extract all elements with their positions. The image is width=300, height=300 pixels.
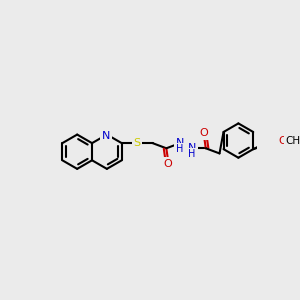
- Text: N: N: [188, 143, 196, 153]
- Text: H: H: [188, 149, 196, 159]
- Text: O: O: [164, 159, 172, 169]
- Text: N: N: [102, 131, 110, 141]
- Text: CH₃: CH₃: [285, 136, 300, 146]
- Text: N: N: [176, 138, 184, 148]
- Text: O: O: [279, 136, 287, 146]
- Text: H: H: [176, 144, 184, 154]
- Text: O: O: [200, 128, 208, 138]
- Text: S: S: [134, 138, 141, 148]
